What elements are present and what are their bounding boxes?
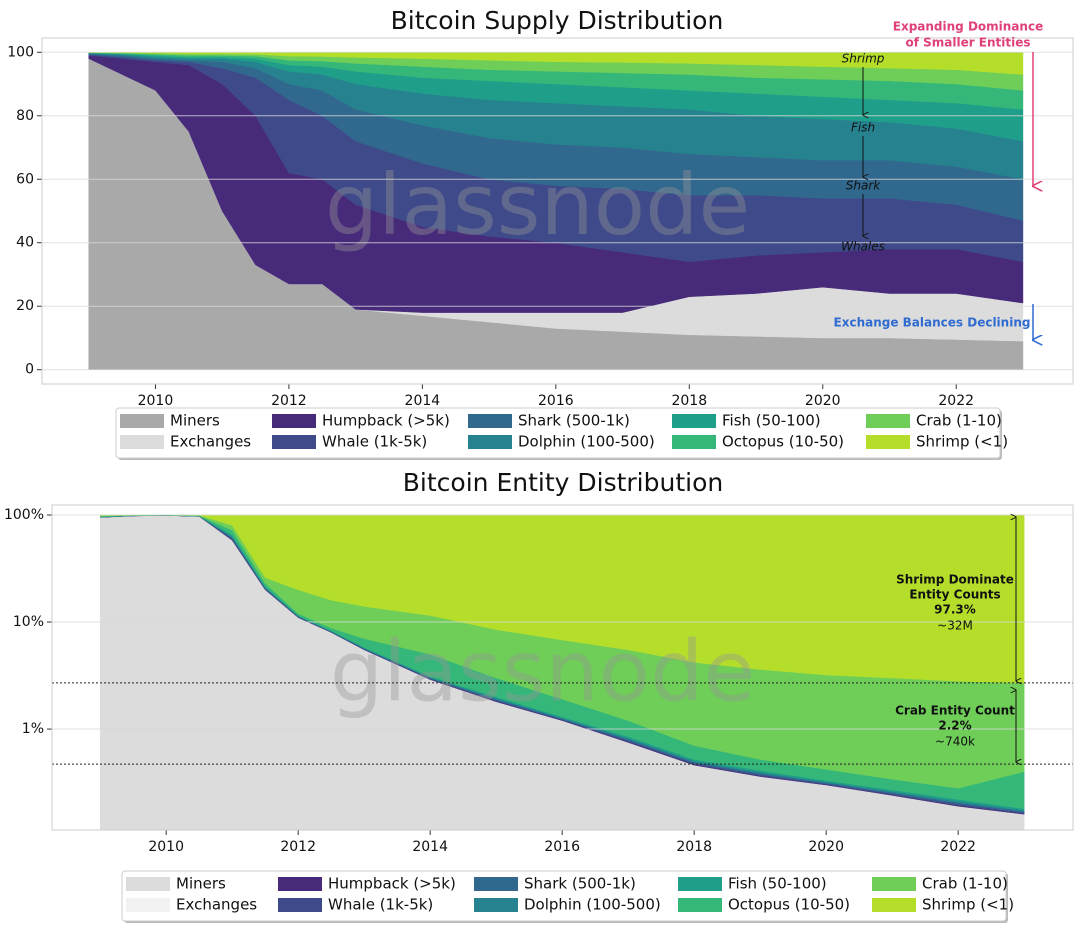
y-tick-label: 40: [16, 235, 34, 251]
legend-label: Octopus (10-50): [728, 896, 850, 914]
legend-label: Octopus (10-50): [722, 433, 844, 451]
legend-label: Whale (1k-5k): [328, 896, 433, 914]
annotation: Crab Entity Count: [895, 704, 1015, 718]
y-tick-label: 60: [16, 171, 34, 187]
legend-label: Crab (1-10): [916, 412, 1002, 430]
legend-swatch: [474, 877, 518, 891]
annotations: Expanding Dominance of Smaller Entities …: [834, 20, 1043, 763]
legend-swatch: [678, 877, 722, 891]
legend-swatch: [672, 414, 716, 428]
legend-label: Humpback (>5k): [322, 412, 450, 430]
legend-swatch: [468, 435, 512, 449]
legend-label: Dolphin (100-500): [524, 896, 661, 914]
x-tick-label: 2014: [405, 393, 441, 409]
x-tick-label: 2018: [676, 839, 712, 855]
watermark: glassnode: [330, 622, 755, 720]
legend-label: Fish (50-100): [728, 875, 827, 893]
legend-swatch: [474, 898, 518, 912]
legend-label: Fish (50-100): [722, 412, 821, 430]
y-tick-label: 20: [16, 298, 34, 314]
y-tick-label: 100%: [4, 507, 44, 523]
annotation: Fish: [851, 121, 875, 135]
legend-swatch: [866, 435, 910, 449]
legend-swatch: [126, 877, 170, 891]
x-tick-label: 2010: [148, 839, 184, 855]
x-tick-label: 2012: [280, 839, 316, 855]
legend-swatch: [120, 435, 164, 449]
legend-label: Shrimp (<1): [922, 896, 1014, 914]
legend-label: Miners: [170, 412, 220, 430]
annotation: Shrimp: [842, 52, 885, 66]
x-tick-label: 2012: [271, 393, 307, 409]
legend-label: Shrimp (<1): [916, 433, 1008, 451]
x-tick-label: 2016: [544, 839, 580, 855]
y-tick-label: 80: [16, 108, 34, 124]
annotation: 97.3%: [934, 603, 976, 617]
x-tick-label: 2022: [938, 393, 974, 409]
watermark: glassnode: [325, 156, 750, 254]
legend-label: Miners: [176, 875, 226, 893]
axes-frame: [41, 37, 1074, 385]
axes-frame: [51, 504, 1074, 831]
x-tick-label: 2020: [805, 393, 841, 409]
annotation: Whales: [841, 240, 885, 254]
annotation: ~740k: [935, 735, 975, 749]
annotation: Exchange Balances Declining: [834, 316, 1031, 330]
legend-label: Exchanges: [170, 433, 251, 451]
x-tick-label: 2016: [538, 393, 574, 409]
y-tick-label: 100: [7, 44, 34, 60]
legend-swatch: [272, 414, 316, 428]
legend-label: Crab (1-10): [922, 875, 1008, 893]
legend-swatch: [672, 435, 716, 449]
legend-box: [115, 407, 1001, 459]
chart-title: Bitcoin Supply Distribution: [391, 6, 724, 35]
x-tick-label: 2018: [671, 393, 707, 409]
legend-swatch: [278, 877, 322, 891]
legend-label: Exchanges: [176, 896, 257, 914]
annotation: ~32M: [937, 619, 973, 633]
annotation: Shark: [846, 179, 882, 193]
legend-swatch: [872, 877, 916, 891]
legend-swatch: [468, 414, 512, 428]
x-tick-label: 2022: [940, 839, 976, 855]
chart-title: Bitcoin Entity Distribution: [403, 468, 723, 497]
plot: Bitcoin Supply Distribution glassnode 0 20 4…: [7, 6, 1074, 460]
annotation: 2.2%: [938, 719, 971, 733]
x-tick-label: 2010: [138, 393, 174, 409]
annotation: Shrimp Dominate: [896, 573, 1014, 587]
y-tick-label: 10%: [13, 614, 44, 630]
plot: Bitcoin Entity Distribution glassnode 1% 10…: [4, 468, 1074, 923]
legend-swatch: [678, 898, 722, 912]
x-tick-label: 2020: [808, 839, 844, 855]
legend-label: Humpback (>5k): [328, 875, 456, 893]
y-tick-label: 1%: [22, 721, 44, 737]
legend-swatch: [272, 435, 316, 449]
annotation: Entity Counts: [909, 588, 1000, 602]
legend-swatch: [120, 414, 164, 428]
annotation: of Smaller Entities: [905, 36, 1030, 50]
legend-label: Whale (1k-5k): [322, 433, 427, 451]
x-tick-label: 2014: [412, 839, 448, 855]
legend-swatch: [866, 414, 910, 428]
legend-label: Dolphin (100-500): [518, 433, 655, 451]
legend-swatch: [126, 898, 170, 912]
legend-label: Shark (500-1k): [518, 412, 630, 430]
plots: Bitcoin Supply Distribution glassnode 0 20 4…: [4, 6, 1074, 923]
legend-swatch: [872, 898, 916, 912]
y-tick-label: 0: [25, 362, 34, 378]
legend-label: Shark (500-1k): [524, 875, 636, 893]
legend-box: [121, 870, 1007, 922]
legend-swatch: [278, 898, 322, 912]
annotation: Expanding Dominance: [893, 20, 1043, 34]
